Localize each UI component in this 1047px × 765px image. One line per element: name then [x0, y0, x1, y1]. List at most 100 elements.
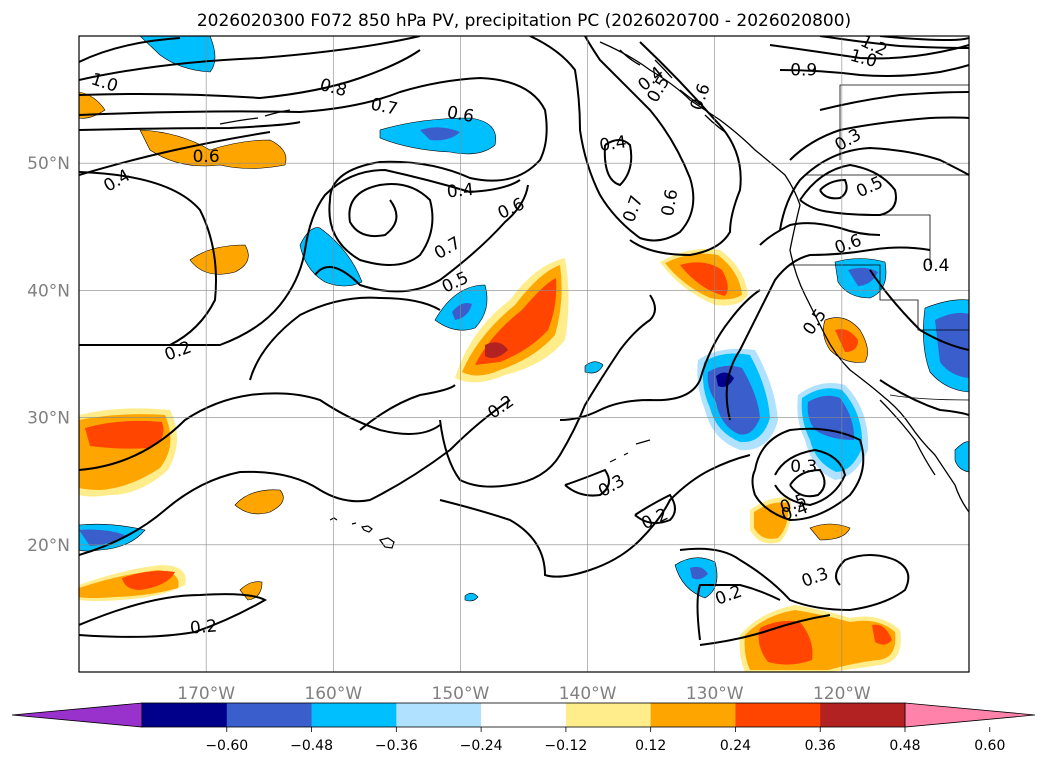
precip-cell	[754, 502, 789, 539]
pv-contour	[79, 37, 181, 63]
colorbar-tick-label: −0.36	[375, 738, 418, 754]
pv-contour	[79, 171, 217, 346]
pv-contour	[79, 49, 421, 100]
pv-contour	[79, 131, 271, 176]
colorbar-segment	[820, 703, 906, 727]
islands	[329, 439, 651, 549]
pv-contour	[79, 392, 441, 471]
pv-contour	[789, 468, 826, 498]
lon-tick-label: 160°W	[304, 684, 362, 704]
pv-contour	[529, 36, 695, 242]
border-state	[790, 264, 969, 331]
pv-contour	[634, 493, 676, 525]
border-state	[839, 84, 969, 160]
precip-cell	[122, 570, 175, 590]
pv-contour	[696, 584, 781, 641]
pv-contour	[629, 41, 742, 257]
chart-title: 2026020300 F072 850 hPa PV, precipitatio…	[197, 11, 851, 31]
pv-contour	[249, 296, 441, 381]
contour-label: 0.4	[446, 180, 475, 203]
colorbar-tick-label: −0.48	[290, 738, 333, 754]
colorbar-segment	[565, 703, 652, 727]
pv-contour	[79, 168, 521, 347]
precip-cell	[690, 566, 708, 580]
border-state	[880, 214, 931, 265]
pv-contour	[564, 468, 610, 497]
contour-label: 0.2	[189, 616, 218, 638]
precip-cell	[485, 342, 508, 358]
pv-contour	[879, 379, 969, 416]
lon-tick-label: 120°W	[813, 684, 871, 704]
colorbar-tick-label: 0.12	[635, 738, 666, 754]
coastline-baja	[879, 399, 936, 476]
colorbar-tick-label: 0.24	[720, 738, 751, 754]
lon-tick-label: 130°W	[686, 684, 744, 704]
coastlines	[219, 41, 969, 513]
contour-label: 0.6	[658, 188, 682, 218]
borders	[790, 84, 969, 401]
pv-contour	[439, 454, 751, 578]
colorbar-segment	[396, 703, 482, 727]
lon-tick-labels: 170°W 160°W 150°W 140°W 130°W 120°W	[177, 684, 871, 704]
pv-contour	[79, 121, 301, 131]
pv-contour	[79, 593, 268, 638]
lon-tick-label: 150°W	[432, 684, 490, 704]
colorbar-tick-label: −0.12	[544, 738, 587, 754]
colorbar-segment	[311, 703, 397, 727]
precip-cell	[954, 441, 969, 473]
graticule	[79, 36, 969, 672]
colorbar-segment	[226, 703, 313, 727]
colorbar-segment	[481, 703, 567, 727]
colorbar-tick-label: 0.48	[889, 738, 920, 754]
hawaii-island	[329, 517, 395, 549]
lat-tick-label: 50°N	[27, 154, 70, 174]
pv-contour	[751, 427, 865, 522]
pv-contour	[779, 64, 969, 77]
pv-contour	[819, 178, 848, 200]
precip-cell	[85, 420, 164, 449]
pv-contours	[79, 36, 969, 646]
precip-cell	[835, 329, 858, 352]
colorbar-tick-label: −0.60	[205, 738, 248, 754]
precip-cell	[79, 529, 125, 546]
colorbar-tick-label: 0.60	[974, 738, 1005, 754]
pv-contour	[79, 399, 511, 556]
pv-contour	[439, 294, 656, 488]
contour-label: 0.9	[790, 60, 817, 80]
pv-contour	[879, 36, 969, 42]
precip-cell	[680, 262, 728, 296]
colorbar-segment	[735, 703, 821, 727]
pv-contour	[559, 289, 761, 421]
contour-label: 0.4	[598, 132, 628, 156]
lon-tick-label: 170°W	[177, 684, 235, 704]
pv-contour	[725, 246, 931, 421]
lat-tick-label: 40°N	[27, 281, 70, 301]
precip-cell	[809, 523, 851, 541]
contour-label: 0.4	[922, 256, 949, 276]
coastline-north-america	[599, 41, 969, 513]
island-dashes	[609, 439, 651, 463]
pv-contour	[774, 448, 847, 507]
pv-contour	[759, 222, 881, 246]
colorbar-tick-label: −0.24	[460, 738, 503, 754]
precip-cell	[758, 620, 813, 665]
coastline-aleutians	[219, 109, 291, 125]
colorbar: −0.60 −0.48 −0.36 −0.24 −0.12 0.12 0.24 0.36 0.4…	[11, 702, 1036, 754]
precip-cell	[234, 489, 284, 515]
colorbar-extend-high	[904, 702, 1036, 728]
colorbar-extend-low	[11, 702, 143, 728]
coastline-islands	[619, 49, 726, 133]
precip-cell	[139, 129, 287, 169]
contour-label: 0.6	[445, 103, 475, 127]
precip-cell	[420, 127, 460, 141]
pv-contour	[679, 547, 910, 612]
pv-contour	[603, 139, 633, 187]
pv-contour	[699, 614, 831, 646]
pv-contour	[779, 146, 969, 231]
pv-contour	[314, 184, 529, 293]
lat-tick-labels: 20°N 30°N 40°N 50°N	[27, 154, 70, 556]
pv-contour	[819, 91, 969, 111]
colorbar-segment	[650, 703, 736, 727]
lat-tick-label: 30°N	[27, 409, 70, 429]
